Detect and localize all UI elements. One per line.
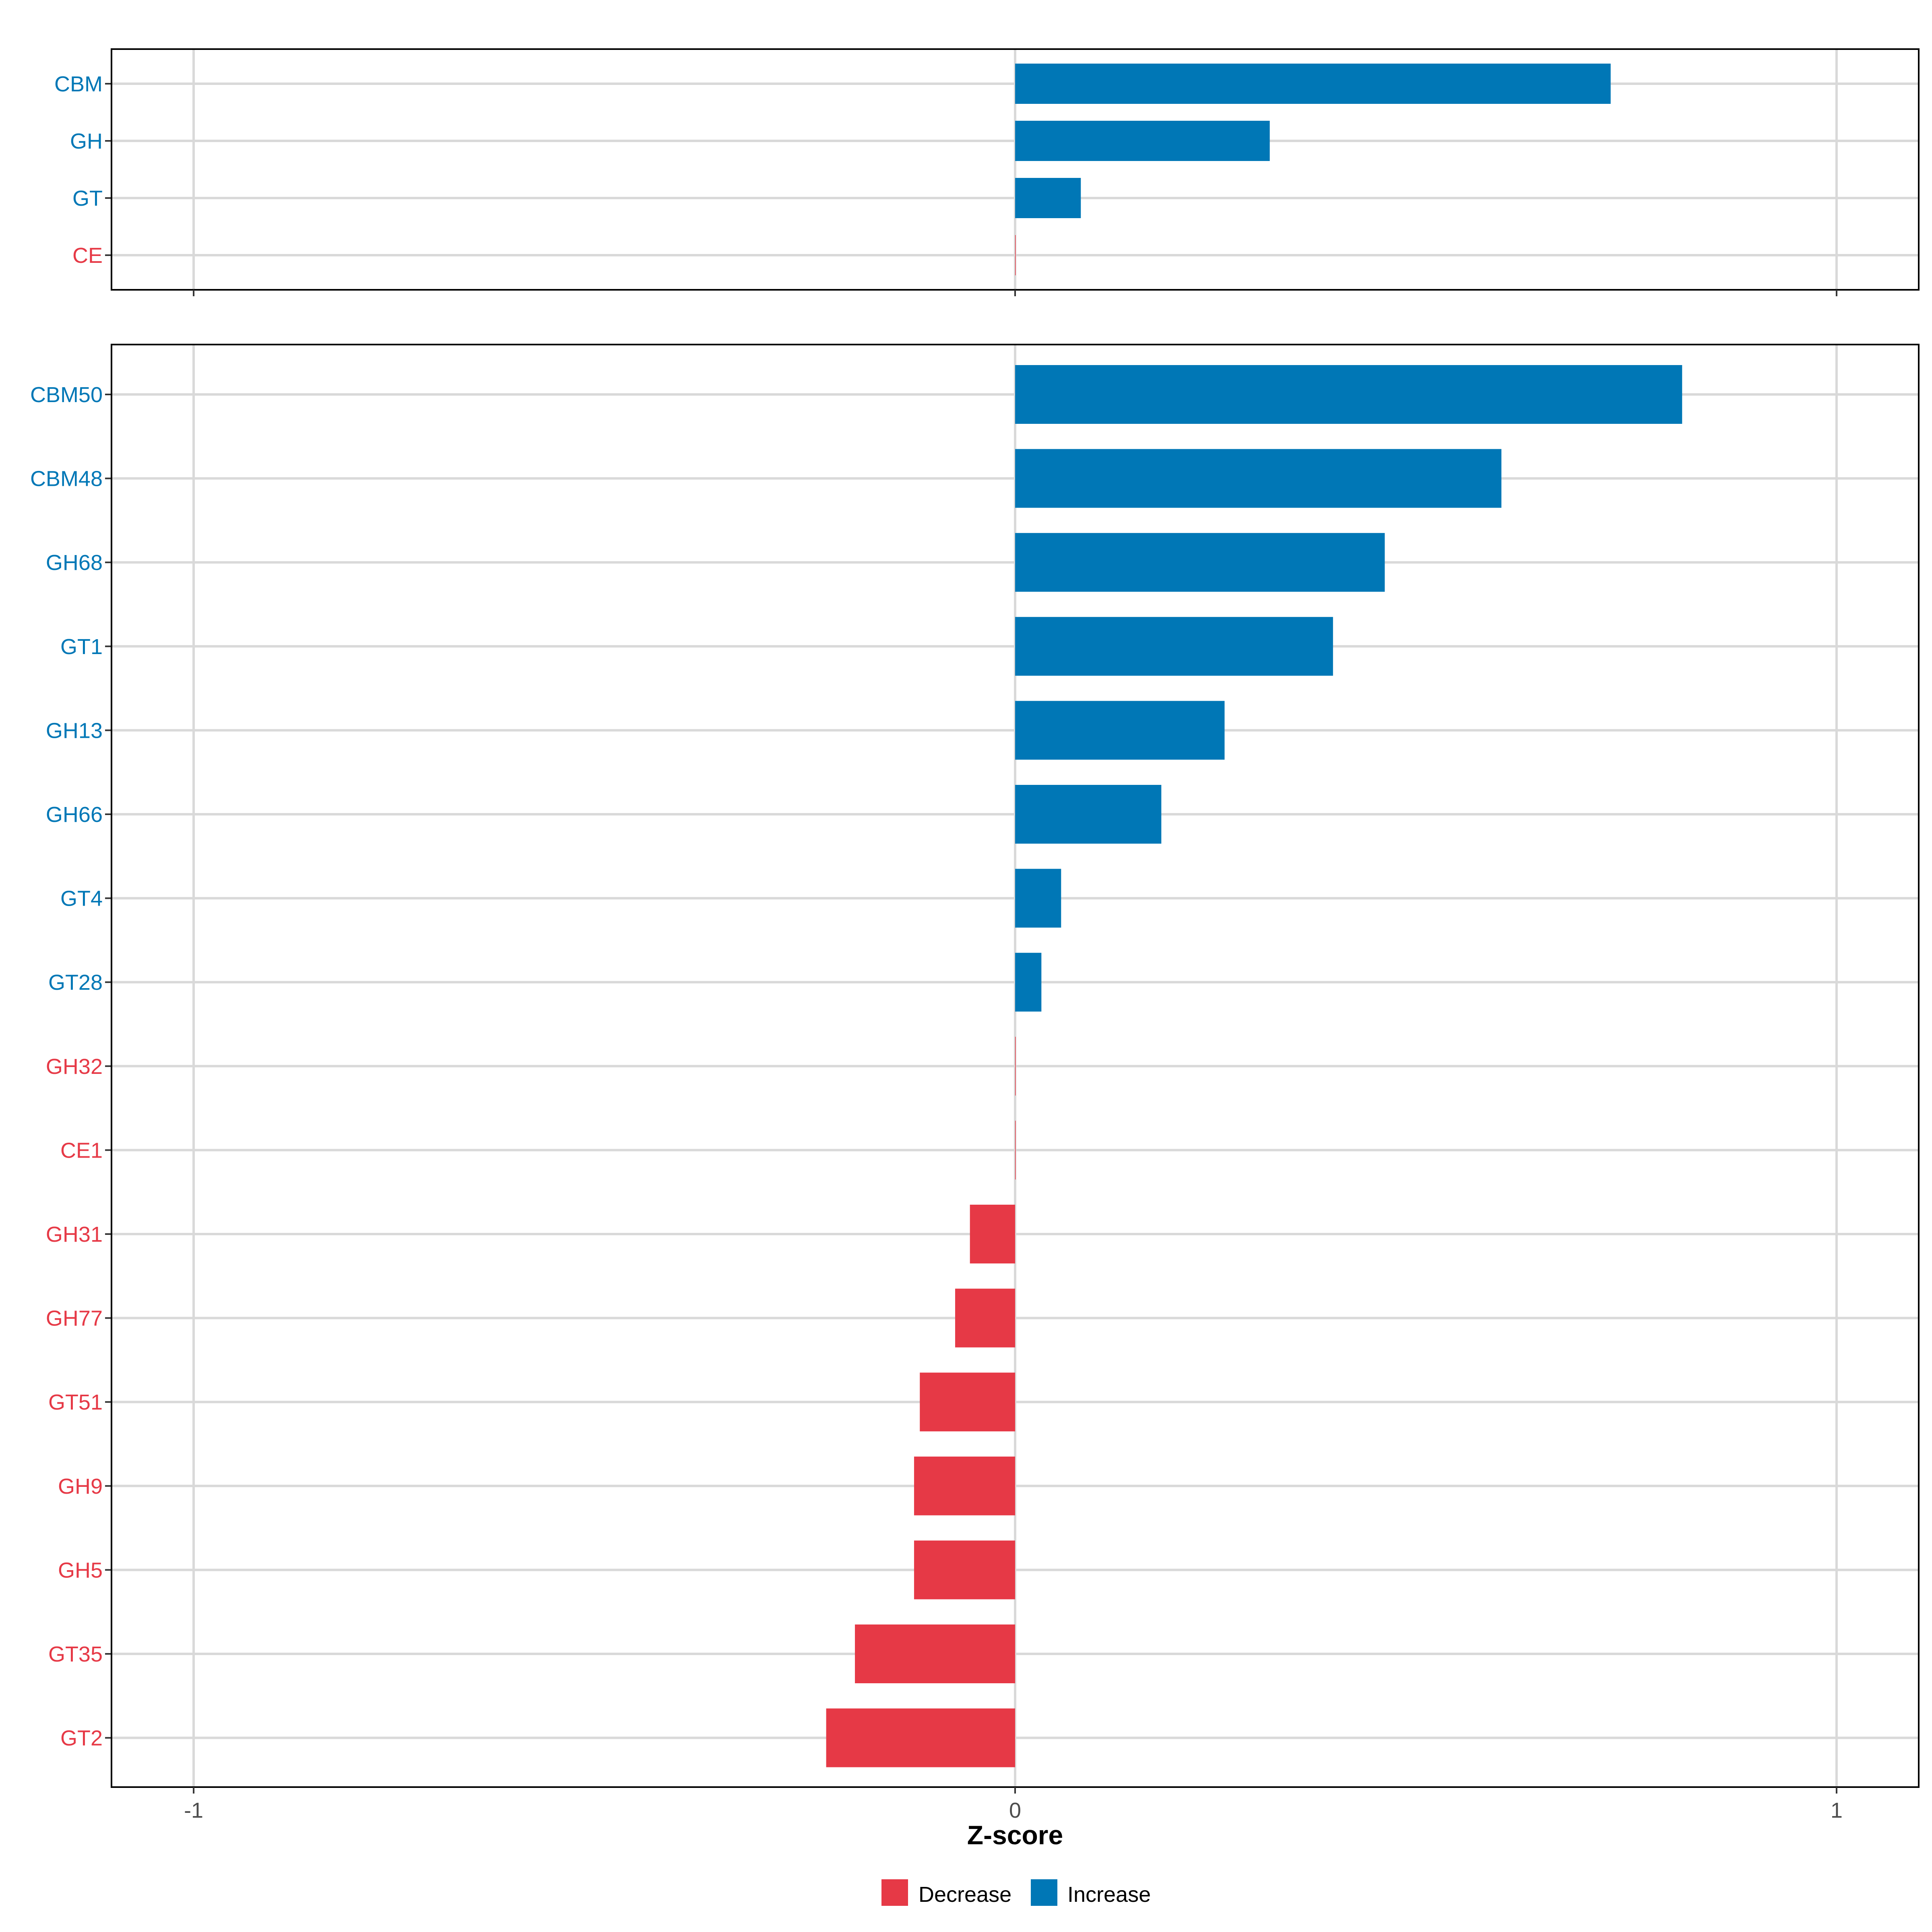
bottom-category-label-15: GT35 bbox=[48, 1642, 103, 1666]
bottom-category-label-7: GT28 bbox=[48, 970, 103, 995]
legend-label-decrease: Decrease bbox=[919, 1882, 1011, 1907]
bottom-category-label-12: GT51 bbox=[48, 1390, 103, 1414]
legend-swatch-decrease bbox=[881, 1879, 908, 1906]
bottom-bar-5 bbox=[1015, 785, 1162, 844]
x-axis-title: Z-score bbox=[967, 1820, 1063, 1850]
top-bar-0 bbox=[1015, 64, 1611, 104]
top-category-label-3: CE bbox=[72, 244, 103, 268]
bottom-category-label-6: GT4 bbox=[60, 887, 103, 911]
bottom-bar-14 bbox=[914, 1540, 1015, 1600]
bottom-bar-6 bbox=[1015, 869, 1061, 928]
top-category-label-0: CBM bbox=[54, 72, 103, 96]
legend-label-increase: Increase bbox=[1067, 1882, 1151, 1907]
bottom-category-label-11: GH77 bbox=[46, 1307, 103, 1331]
bottom-category-label-16: GT2 bbox=[60, 1726, 103, 1750]
bottom-category-label-2: GH68 bbox=[46, 551, 103, 575]
bottom-bar-0 bbox=[1015, 365, 1682, 424]
bottom-bar-15 bbox=[855, 1624, 1015, 1683]
bottom-category-label-4: GH13 bbox=[46, 718, 103, 743]
bottom-bar-8 bbox=[1015, 1036, 1016, 1096]
bottom-xtick-label-2: 1 bbox=[1831, 1798, 1843, 1823]
top-panel: CBM GH GT CE bbox=[54, 48, 1920, 296]
bottom-bar-12 bbox=[920, 1373, 1015, 1432]
top-bar-2 bbox=[1015, 178, 1081, 218]
bottom-bar-16 bbox=[826, 1708, 1015, 1767]
bottom-category-label-10: GH31 bbox=[46, 1222, 103, 1247]
bottom-category-label-1: CBM48 bbox=[30, 467, 103, 491]
top-bar-3 bbox=[1015, 235, 1016, 275]
top-category-label-1: GH bbox=[70, 129, 103, 153]
legend: Decrease Increase bbox=[881, 1879, 1151, 1907]
bottom-bar-2 bbox=[1015, 533, 1385, 592]
bottom-bar-1 bbox=[1015, 449, 1502, 508]
bottom-category-label-5: GH66 bbox=[46, 803, 103, 827]
bottom-category-label-14: GH5 bbox=[58, 1558, 103, 1582]
bottom-bar-4 bbox=[1015, 701, 1225, 760]
bottom-bar-10 bbox=[970, 1205, 1015, 1263]
bottom-category-label-9: CE1 bbox=[60, 1138, 103, 1162]
bottom-xtick-label-1: 0 bbox=[1009, 1798, 1021, 1823]
bottom-category-label-3: GT1 bbox=[60, 635, 103, 659]
bottom-category-label-0: CBM50 bbox=[30, 383, 103, 407]
bottom-category-label-8: GH32 bbox=[46, 1055, 103, 1079]
bottom-bar-13 bbox=[914, 1456, 1015, 1515]
top-category-label-2: GT bbox=[72, 186, 103, 211]
bottom-xtick-label-0: -1 bbox=[184, 1798, 203, 1823]
bottom-bar-9 bbox=[1015, 1121, 1016, 1180]
bottom-bar-7 bbox=[1015, 953, 1042, 1012]
legend-swatch-increase bbox=[1031, 1879, 1057, 1906]
bottom-panel: CBM50 CBM48 GH68 GT1 GH13 GH66 GT4 GT28 GH32 CE1 G… bbox=[30, 344, 1920, 1823]
bottom-category-label-13: GH9 bbox=[58, 1474, 103, 1499]
bottom-bar-11 bbox=[955, 1288, 1015, 1348]
bottom-bar-3 bbox=[1015, 617, 1333, 676]
top-bar-1 bbox=[1015, 121, 1270, 161]
